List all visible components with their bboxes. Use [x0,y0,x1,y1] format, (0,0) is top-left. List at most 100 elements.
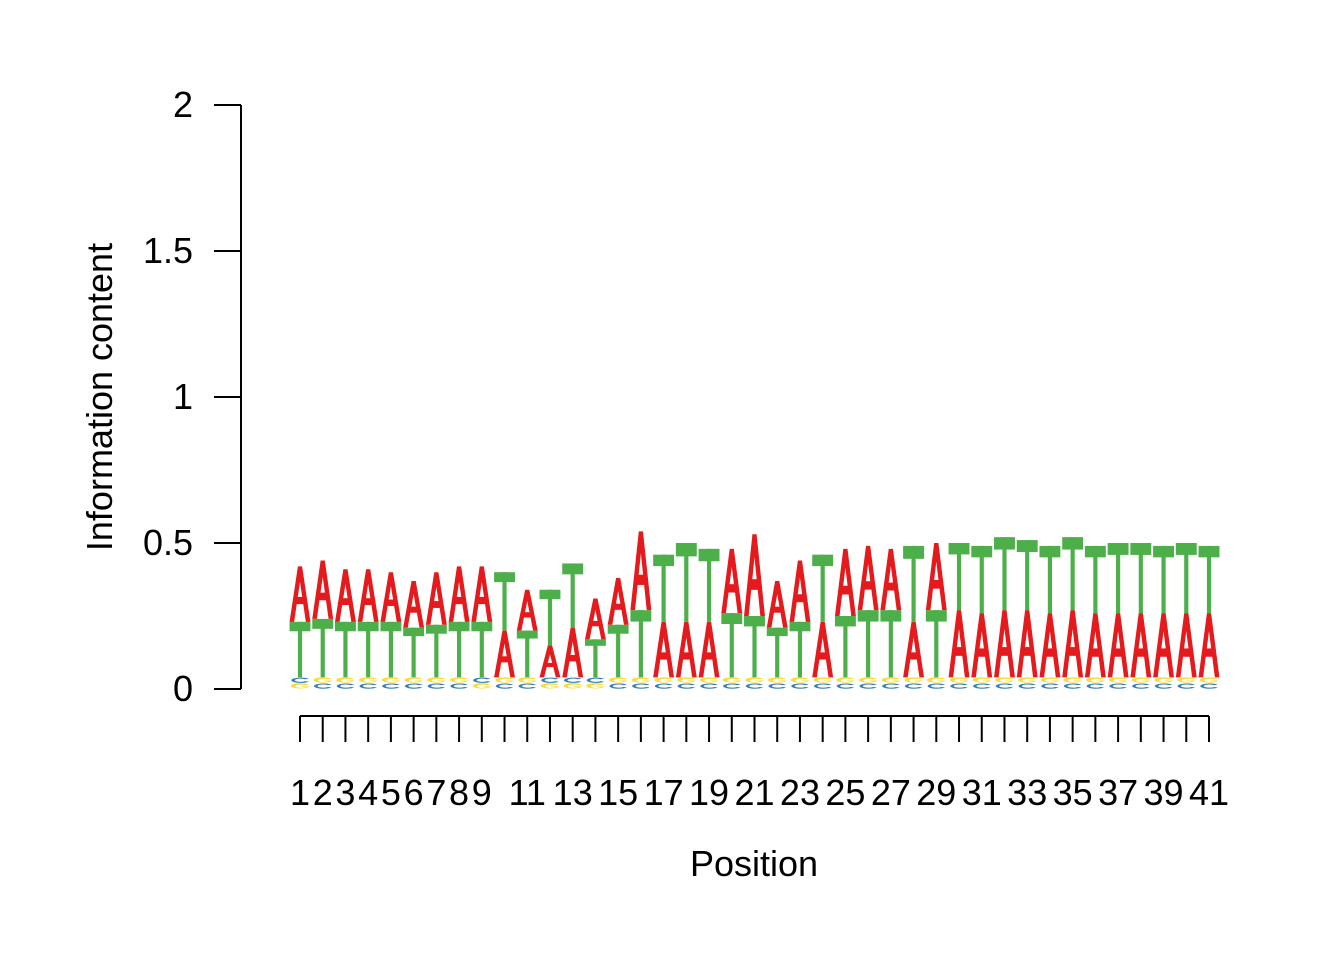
letter-A [380,572,402,622]
position-stack-40 [1175,543,1197,689]
position-stack-37 [1107,543,1129,689]
letter-T [607,624,629,678]
x-tick-label: 39 [1144,772,1184,813]
y-tick-label: 2 [173,84,193,125]
position-stack-28 [903,545,925,689]
letter-C [882,683,900,689]
letter-T [1016,540,1038,611]
letter-A [471,566,493,622]
letter-T [357,621,379,678]
position-stack-4 [357,569,379,689]
letter-C [1063,683,1082,689]
position-stack-25 [834,548,856,689]
letter-C [1200,683,1218,689]
letter-A [1016,610,1038,678]
letter-C [927,683,946,689]
letter-C [1154,683,1173,689]
letter-T [1084,545,1106,614]
letter-T [425,624,447,678]
letter-T [289,621,311,678]
letter-T [1039,545,1061,614]
letter-T [471,621,493,678]
letter-A [971,613,993,678]
letter-T [1175,543,1197,614]
x-tick-label: 11 [509,772,546,813]
letter-C [745,683,764,689]
y-axis: 0 0.5 1 1.5 2 [143,84,242,709]
position-stack-29 [925,543,947,689]
letter-A [357,569,379,622]
letter-A [880,548,902,611]
letter-C [950,683,968,689]
letter-G [722,677,742,683]
x-tick-label: 35 [1053,772,1093,813]
position-stack-10 [494,572,515,689]
letter-A [425,572,447,625]
letter-A [675,621,697,678]
x-tick-label: 7 [426,772,446,813]
x-tick-label: 6 [404,772,424,813]
letter-G [1018,677,1037,683]
position-stack-30 [948,543,970,689]
letter-G [472,683,492,689]
letter-A [516,589,538,631]
letter-G [358,677,378,683]
x-tick-label: 29 [916,772,956,813]
letter-C [609,683,627,689]
x-tick-label: 8 [449,772,469,813]
letter-G [1040,677,1060,683]
letter-C [404,683,423,689]
letter-C [768,683,787,689]
letter-G [790,677,810,683]
y-tick-label: 0.5 [143,522,193,563]
letter-T [448,621,470,678]
letter-A [721,548,743,614]
letter-C [995,683,1014,689]
letter-A [630,531,652,611]
position-stack-34 [1039,545,1061,689]
position-stack-22 [766,580,788,689]
x-tick-label: 37 [1098,772,1138,813]
letter-C [1109,683,1127,689]
letter-C [654,683,673,689]
letter-C [1132,683,1150,689]
letter-G [1108,677,1128,683]
x-tick-label: 25 [825,772,865,813]
position-stack-7 [425,572,447,689]
position-stack-14 [584,598,606,689]
letter-C [859,683,877,689]
letter-C [586,677,605,683]
position-stack-17 [653,554,675,689]
letter-A [539,645,561,678]
letter-T [539,589,561,646]
letter-C [1086,683,1105,689]
letter-A [289,566,311,622]
letter-C [1041,683,1059,689]
position-stack-36 [1084,545,1106,689]
letter-A [562,627,584,678]
letter-G [608,677,628,683]
x-tick-label: 17 [644,772,684,813]
position-stack-18 [675,543,697,689]
position-stack-3 [334,569,356,689]
letter-C [836,683,855,689]
letter-G [699,677,719,683]
letter-T [494,572,515,631]
letter-A [1062,610,1084,678]
position-stack-32 [994,537,1015,689]
letter-A [698,621,720,678]
position-stack-20 [721,548,743,689]
position-stack-27 [880,548,902,689]
letter-A [1198,613,1220,678]
letter-A [1130,613,1152,678]
position-stack-1 [289,566,311,689]
x-tick-label: 9 [472,772,492,813]
position-stack-5 [380,572,402,689]
letter-G [1131,677,1151,683]
letter-A [607,578,629,625]
letter-C [700,683,718,689]
letter-G [768,677,787,683]
letter-A [903,621,925,678]
